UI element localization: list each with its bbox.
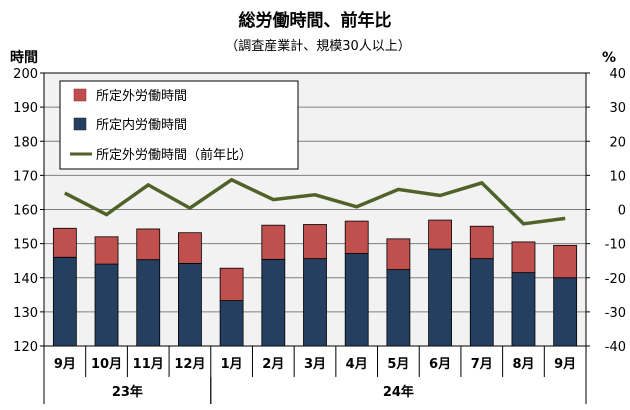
left-tick-label: 200 <box>13 67 38 82</box>
bar-scheduled-hours <box>386 269 411 347</box>
bar-overtime-hours <box>511 241 536 274</box>
bar-scheduled-hours <box>94 263 119 347</box>
legend-box <box>59 80 299 170</box>
chart-subtitle: （調査産業計、規模30人以上） <box>225 38 411 54</box>
bar-overtime-hours <box>553 244 578 279</box>
category-label: 9月 <box>554 357 576 372</box>
gridlines <box>44 106 586 313</box>
bar-overtime-hours <box>469 225 494 260</box>
legend-label-scheduled: 所定内労働時間 <box>96 117 187 133</box>
bar-overtime-hours <box>303 224 327 260</box>
legend: 所定外労働時間 所定内労働時間 所定外労働時間（前年比） <box>59 80 299 170</box>
bar-overtime-hours <box>386 238 411 270</box>
year-label: 24年 <box>383 384 414 400</box>
bar-scheduled-hours <box>261 258 286 347</box>
bar-overtime-hours <box>219 267 244 302</box>
left-tick-label: 180 <box>13 135 38 150</box>
line-overtime-yoy <box>63 177 566 226</box>
left-tick-label: 140 <box>13 272 38 287</box>
right-tick-label: -10 <box>605 238 626 253</box>
left-axis-unit: 時間 <box>10 49 38 66</box>
category-label: 11月 <box>133 357 164 372</box>
category-label: 4月 <box>346 357 368 372</box>
legend-swatch-overtime <box>73 88 87 102</box>
chart-title: 総労働時間、前年比 <box>239 10 392 31</box>
right-tick-label: -30 <box>605 306 626 321</box>
bar-scheduled-hours <box>344 253 369 347</box>
bar-scheduled-hours <box>136 259 161 347</box>
right-tick-label: -40 <box>605 340 626 355</box>
bar-scheduled-hours <box>553 277 578 347</box>
legend-swatch-scheduled <box>73 117 87 131</box>
bar-scheduled-hours <box>469 258 494 347</box>
bars <box>52 219 578 347</box>
right-tick-label: 30 <box>609 101 626 116</box>
bar-scheduled-hours <box>511 272 536 347</box>
line-series <box>63 177 566 226</box>
bar-scheduled-hours <box>428 248 452 347</box>
right-tick-label: 40 <box>609 67 626 82</box>
bar-scheduled-hours <box>178 263 202 347</box>
right-tick-label: 20 <box>609 135 626 150</box>
bar-scheduled-hours <box>52 256 77 347</box>
right-tick-labels: -40 -30 -20 -10 0 10 20 30 40 <box>586 67 626 355</box>
right-tick-label: 10 <box>609 169 626 184</box>
right-axis-unit: % <box>602 50 616 66</box>
category-label: 6月 <box>429 357 451 372</box>
category-label: 3月 <box>304 357 326 372</box>
bar-scheduled-hours <box>303 258 327 347</box>
bar-overtime-hours <box>94 236 119 265</box>
category-label: 9月 <box>54 357 76 372</box>
category-label: 2月 <box>262 357 284 372</box>
left-tick-label: 130 <box>13 306 38 321</box>
category-label: 8月 <box>512 357 534 372</box>
left-tick-labels: 120 130 140 150 160 170 180 190 200 <box>13 67 44 355</box>
category-label: 7月 <box>471 357 493 372</box>
legend-label-overtime: 所定外労働時間 <box>96 89 187 104</box>
left-tick-label: 160 <box>13 204 38 219</box>
right-tick-label: -20 <box>605 272 626 287</box>
bar-overtime-hours <box>428 219 452 250</box>
legend-label-yoy: 所定外労働時間（前年比） <box>96 147 252 163</box>
left-tick-label: 150 <box>13 238 38 253</box>
left-tick-label: 190 <box>13 101 38 116</box>
bar-overtime-hours <box>344 220 369 254</box>
right-tick-label: 0 <box>618 204 626 219</box>
left-tick-label: 170 <box>13 169 38 184</box>
bar-scheduled-hours <box>219 300 244 347</box>
bar-overtime-hours <box>261 224 286 260</box>
year-label: 23年 <box>112 384 143 400</box>
left-tick-label: 120 <box>13 340 38 355</box>
bar-overtime-hours <box>52 227 77 258</box>
category-axis: 9月 10月 11月 12月 1月 2月 3月 4月 5月 6月 7月 8月 9月 23年 24年 <box>43 346 587 404</box>
category-label: 12月 <box>174 357 205 372</box>
category-label: 5月 <box>387 357 409 372</box>
bar-overtime-hours <box>136 228 161 261</box>
bar-overtime-hours <box>178 232 202 264</box>
category-label: 10月 <box>91 357 122 372</box>
category-label: 1月 <box>221 357 243 372</box>
